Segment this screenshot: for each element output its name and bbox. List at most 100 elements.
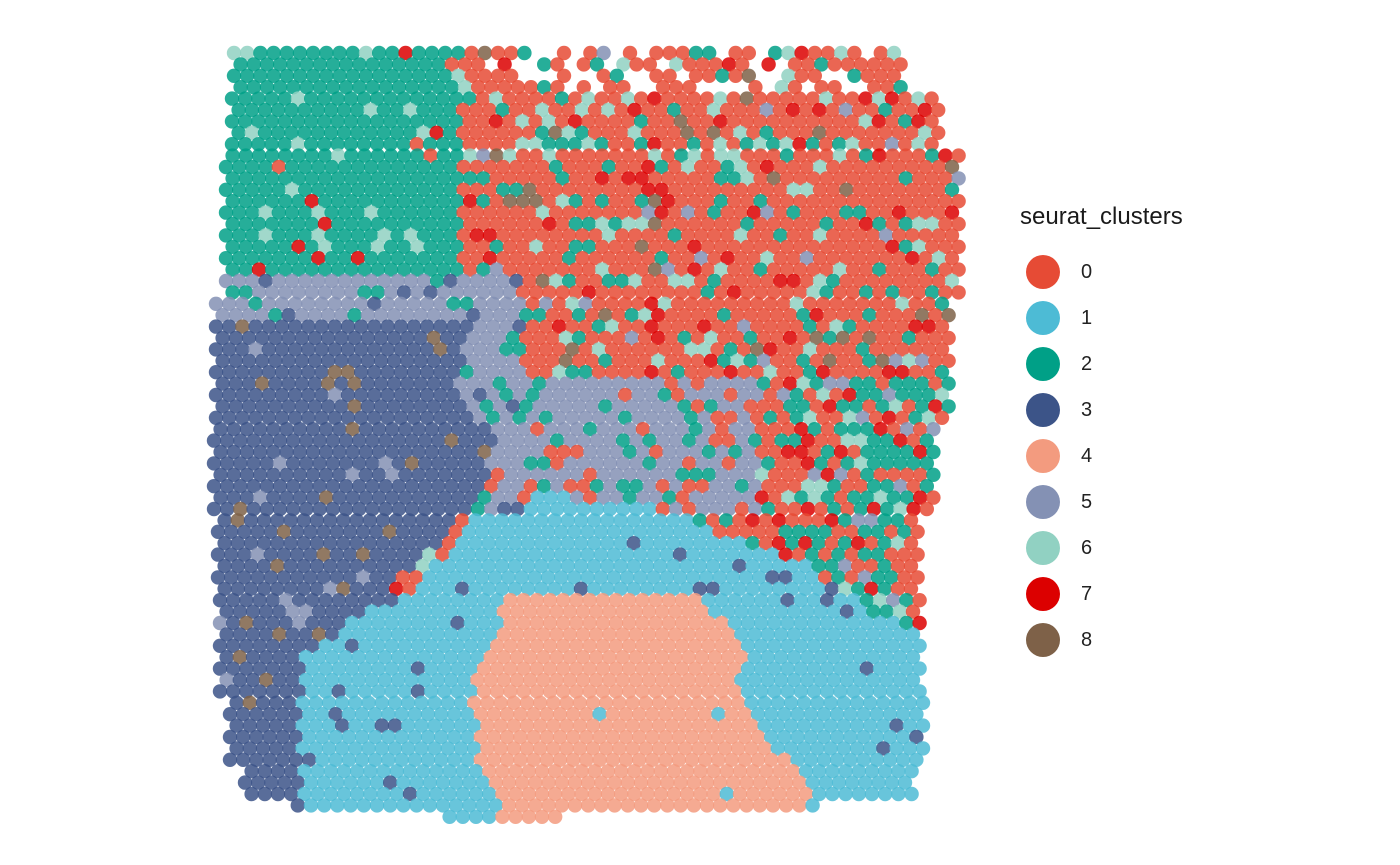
spot-cluster-2 (519, 399, 534, 414)
spot-cluster-0 (720, 205, 735, 220)
spot-cluster-0 (535, 228, 550, 243)
spot-cluster-0 (862, 399, 877, 414)
spot-cluster-5 (327, 387, 342, 403)
spot-cluster-2 (897, 524, 912, 539)
spot-cluster-8 (822, 353, 837, 368)
spot-cluster-0 (469, 182, 484, 197)
spot-cluster-0 (693, 125, 708, 140)
spot-cluster-2 (347, 308, 362, 323)
spot-cluster-1 (758, 581, 773, 596)
spot-cluster-1 (626, 581, 641, 596)
spot-cluster-2 (317, 262, 333, 277)
spot-cluster-1 (902, 695, 917, 710)
spot-cluster-2 (847, 422, 862, 437)
spot-cluster-7 (911, 114, 926, 129)
spot-cluster-4 (562, 650, 577, 665)
spot-cluster-0 (812, 182, 828, 197)
spot-cluster-3 (497, 501, 512, 517)
spot-cluster-3 (229, 741, 244, 756)
spot-cluster-1 (534, 581, 549, 596)
spot-cluster-1 (902, 741, 917, 756)
spot-cluster-1 (435, 798, 451, 813)
spot-cluster-0 (779, 239, 795, 254)
spot-cluster-2 (805, 137, 820, 152)
spot-cluster-1 (442, 764, 457, 779)
spot-cluster-1 (812, 764, 827, 779)
spot-cluster-4 (503, 661, 518, 676)
spot-cluster-1 (468, 581, 483, 596)
spot-cluster-0 (604, 296, 620, 311)
spot-cluster-5 (499, 365, 514, 380)
legend-label: 3 (1081, 398, 1093, 421)
spot-cluster-2 (291, 262, 306, 277)
spot-cluster-3 (268, 399, 283, 414)
spot-cluster-0 (872, 194, 887, 209)
spot-cluster-0 (660, 137, 675, 152)
spot-cluster-2 (717, 353, 732, 368)
spot-cluster-1 (494, 558, 509, 574)
spot-cluster-1 (882, 707, 898, 722)
spot-cluster-4 (645, 729, 660, 745)
spot-cluster-2 (855, 342, 870, 357)
spot-cluster-0 (743, 399, 758, 414)
spot-cluster-3 (418, 479, 433, 494)
spot-cluster-3 (369, 524, 384, 539)
spot-cluster-1 (849, 695, 865, 710)
spot-cluster-0 (628, 159, 643, 175)
spot-cluster-1 (798, 581, 813, 596)
spot-cluster-5 (715, 444, 730, 460)
spot-cluster-6 (834, 45, 849, 61)
spot-cluster-5 (635, 490, 651, 505)
spot-cluster-3 (441, 513, 457, 528)
spot-cluster-4 (556, 638, 571, 653)
spot-cluster-3 (391, 501, 406, 517)
spot-cluster-4 (556, 615, 571, 631)
spot-cluster-4 (513, 752, 528, 767)
spot-cluster-2 (423, 216, 438, 232)
spot-cluster-3 (270, 536, 285, 551)
spot-cluster-0 (767, 422, 783, 437)
spot-cluster-5 (385, 467, 400, 482)
spot-cluster-2 (436, 239, 451, 254)
spot-cluster-3 (457, 433, 472, 448)
spot-cluster-1 (859, 684, 874, 699)
spot-cluster-5 (915, 353, 930, 368)
spot-cluster-2 (317, 171, 333, 186)
spot-cluster-4 (628, 627, 643, 642)
spot-cluster-4 (622, 593, 637, 608)
spot-cluster-3 (229, 695, 244, 710)
spot-cluster-4 (612, 718, 627, 733)
spot-cluster-4 (589, 604, 604, 619)
spot-cluster-3 (278, 661, 294, 676)
spot-cluster-8 (233, 501, 248, 517)
spot-cluster-5 (637, 376, 653, 391)
spot-cluster-0 (766, 262, 781, 277)
spot-cluster-0 (827, 80, 842, 95)
spot-cluster-1 (813, 604, 828, 619)
spot-cluster-2 (893, 456, 908, 471)
spot-cluster-6 (730, 353, 745, 368)
spot-cluster-3 (470, 456, 486, 471)
spot-cluster-5 (497, 456, 512, 471)
spot-cluster-0 (469, 159, 484, 175)
spot-cluster-3 (305, 467, 321, 482)
spot-cluster-3 (325, 433, 340, 448)
spot-cluster-4 (533, 741, 548, 756)
spot-cluster-5 (278, 285, 293, 300)
spot-cluster-3 (272, 433, 288, 448)
spot-cluster-3 (340, 319, 356, 334)
spot-cluster-4 (757, 741, 772, 756)
spot-cluster-0 (456, 159, 471, 175)
spot-cluster-0 (542, 239, 557, 254)
spot-cluster-2 (266, 45, 281, 61)
spot-cluster-4 (488, 775, 503, 790)
spot-cluster-0 (773, 251, 788, 266)
spot-cluster-4 (589, 627, 604, 642)
spot-cluster-3 (283, 558, 298, 574)
spot-cluster-5 (356, 570, 371, 585)
spot-cluster-2 (238, 262, 253, 277)
spot-cluster-0 (754, 422, 769, 437)
spot-cluster-0 (395, 570, 410, 585)
spot-cluster-5 (433, 296, 448, 311)
spot-cluster-5 (736, 319, 752, 334)
